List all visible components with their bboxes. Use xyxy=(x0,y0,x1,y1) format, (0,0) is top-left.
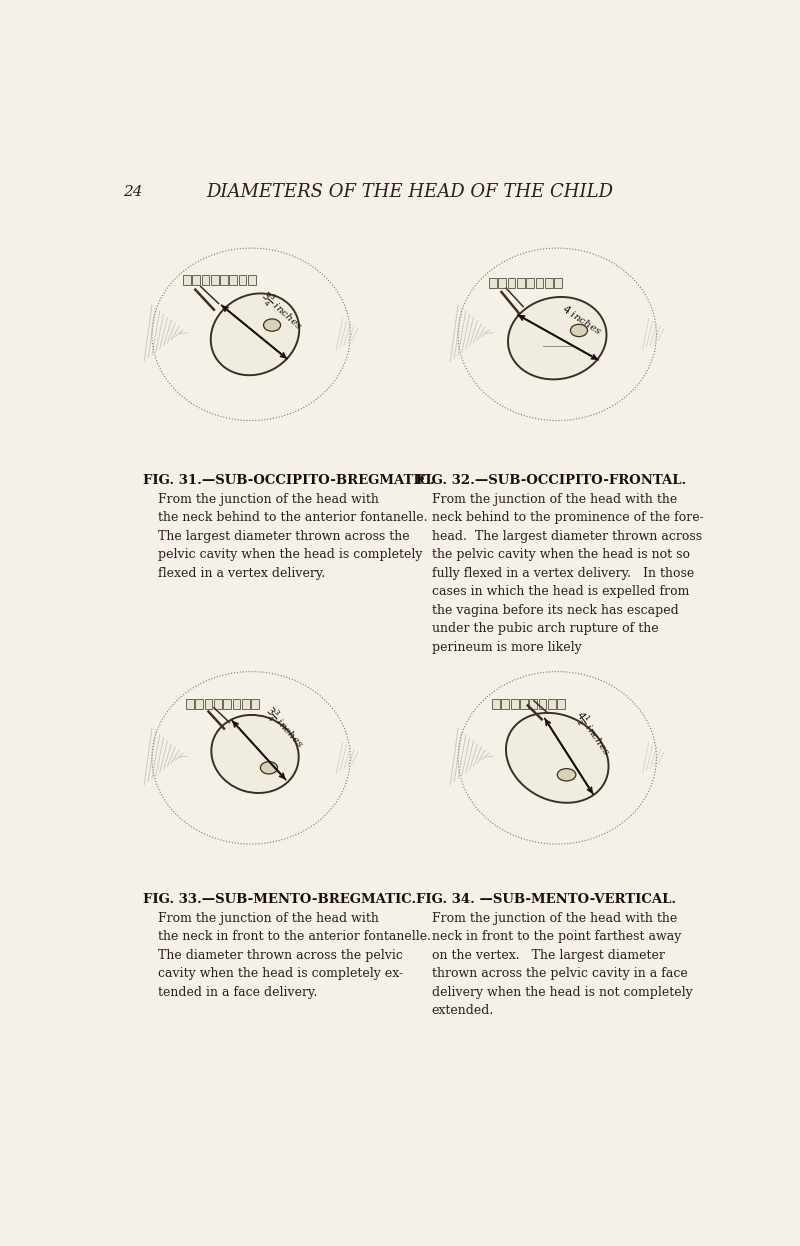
Ellipse shape xyxy=(558,769,576,781)
Text: From the junction of the head with the
neck in front to the point farthest away
: From the junction of the head with the n… xyxy=(432,912,693,1017)
Ellipse shape xyxy=(570,324,587,336)
Bar xyxy=(248,275,256,285)
Bar xyxy=(520,699,528,709)
Bar xyxy=(558,699,565,709)
Bar xyxy=(238,275,246,285)
Bar xyxy=(242,699,250,709)
Bar xyxy=(214,699,222,709)
Text: $3\frac{3}{4}$ inches: $3\frac{3}{4}$ inches xyxy=(261,703,309,753)
Text: 24: 24 xyxy=(123,184,142,199)
Bar xyxy=(548,699,556,709)
Text: $4$ inches: $4$ inches xyxy=(560,302,605,336)
Text: $4\frac{1}{2}$ inches: $4\frac{1}{2}$ inches xyxy=(570,708,615,760)
Text: $3\frac{3}{4}$ inches: $3\frac{3}{4}$ inches xyxy=(256,287,306,335)
Text: FIG. 34. —SUB-MENTO-VERTICAL.: FIG. 34. —SUB-MENTO-VERTICAL. xyxy=(416,893,676,906)
Bar xyxy=(205,699,212,709)
Text: FIG. 33.—SUB-MENTO-BREGMATIC.: FIG. 33.—SUB-MENTO-BREGMATIC. xyxy=(142,893,416,906)
Bar xyxy=(202,275,210,285)
Text: FIG. 32.—SUB-OCCIPITO-FRONTAL.: FIG. 32.—SUB-OCCIPITO-FRONTAL. xyxy=(416,475,686,487)
Bar xyxy=(554,278,562,288)
Ellipse shape xyxy=(508,297,606,379)
Bar xyxy=(230,275,237,285)
Bar xyxy=(186,699,194,709)
Ellipse shape xyxy=(210,293,299,375)
Bar xyxy=(251,699,259,709)
Bar xyxy=(195,699,203,709)
Bar xyxy=(502,699,509,709)
Bar xyxy=(530,699,537,709)
Ellipse shape xyxy=(211,715,298,792)
Bar xyxy=(489,278,497,288)
Bar xyxy=(233,699,240,709)
Bar xyxy=(517,278,525,288)
Bar xyxy=(535,278,543,288)
Bar xyxy=(510,699,518,709)
Bar xyxy=(545,278,553,288)
Bar xyxy=(211,275,218,285)
Text: From the junction of the head with
the neck in front to the anterior fontanelle.: From the junction of the head with the n… xyxy=(158,912,431,999)
Bar xyxy=(192,275,200,285)
Ellipse shape xyxy=(261,761,278,774)
Bar xyxy=(183,275,190,285)
Text: From the junction of the head with
the neck behind to the anterior fontanelle.
T: From the junction of the head with the n… xyxy=(158,493,428,579)
Bar xyxy=(223,699,231,709)
Text: DIAMETERS OF THE HEAD OF THE CHILD: DIAMETERS OF THE HEAD OF THE CHILD xyxy=(206,183,614,201)
Text: FIG. 31.—SUB-OCCIPITO-BREGMATIC.: FIG. 31.—SUB-OCCIPITO-BREGMATIC. xyxy=(142,475,434,487)
Bar xyxy=(498,278,506,288)
Bar xyxy=(526,278,534,288)
Ellipse shape xyxy=(506,713,609,802)
Bar xyxy=(508,278,515,288)
Text: From the junction of the head with the
neck behind to the prominence of the fore: From the junction of the head with the n… xyxy=(432,493,703,654)
Bar xyxy=(538,699,546,709)
Bar xyxy=(492,699,500,709)
Bar xyxy=(220,275,228,285)
Ellipse shape xyxy=(263,319,281,331)
